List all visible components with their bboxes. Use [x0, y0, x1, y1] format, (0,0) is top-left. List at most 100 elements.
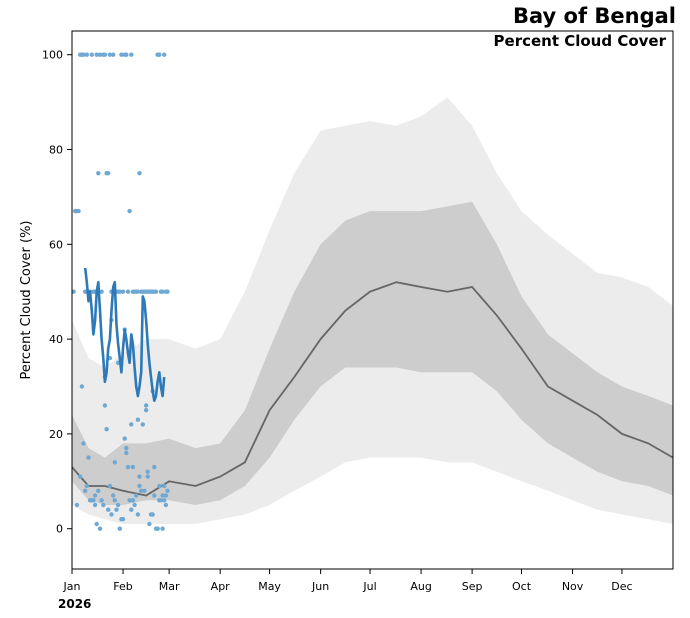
x-tick-label: Aug [410, 580, 431, 593]
y-tick-label: 20 [49, 428, 63, 441]
observation-point [97, 526, 103, 531]
observation-point [137, 483, 142, 489]
observation-point [135, 512, 141, 517]
observation-point [155, 526, 160, 531]
observation-point [102, 403, 108, 408]
x-tick-label: Mar [159, 580, 180, 593]
plot-frame [71, 30, 674, 570]
observation-point [79, 384, 85, 389]
observation-point [91, 498, 96, 503]
observation-point [157, 52, 162, 57]
observation-point [135, 417, 141, 422]
observation-point [76, 208, 81, 214]
observation-point [89, 52, 95, 57]
observation-point [104, 427, 109, 432]
observation-point [165, 488, 170, 493]
x-tick-label: Sep [462, 580, 483, 593]
observation-point [147, 521, 152, 527]
observation-point [117, 526, 123, 531]
observation-point [140, 422, 145, 427]
observation-point [107, 52, 113, 57]
observation-point [99, 289, 104, 294]
year-label: 2026 [58, 597, 92, 611]
chart-title: Bay of Bengal [512, 4, 676, 28]
climatology-median [71, 281, 674, 497]
x-tick-label: Nov [562, 580, 584, 593]
observation-point [84, 52, 90, 57]
observation-point [94, 52, 99, 57]
x-tick-label: Jan [63, 580, 81, 593]
observation-point [137, 171, 142, 176]
observation-point [117, 289, 123, 294]
observation-point [129, 422, 134, 427]
observation-point [158, 498, 164, 503]
observation-point [145, 474, 150, 479]
observation-point [143, 403, 149, 408]
median-line [71, 281, 674, 497]
observation-point [152, 493, 157, 498]
x-tick-label: Oct [512, 580, 532, 593]
observation-point [130, 464, 136, 470]
observation-point [125, 289, 131, 294]
observation-point [143, 408, 149, 413]
observation-point [112, 498, 118, 503]
observation-point [134, 493, 139, 498]
observation-point [106, 507, 111, 512]
observation-point [129, 507, 134, 512]
observation-point [115, 502, 121, 508]
observation-point [92, 502, 98, 508]
observation-point [132, 502, 137, 508]
y-tick-label: 0 [56, 523, 63, 536]
observation-point [84, 483, 90, 489]
observation-point [125, 464, 131, 470]
observation-point [92, 493, 98, 498]
observation-point [130, 498, 136, 503]
x-tick-label: Feb [113, 580, 132, 593]
series-2026 [83, 267, 166, 402]
observation-point [152, 464, 157, 470]
observation-point [139, 488, 144, 493]
observation-point [124, 445, 129, 451]
y-tick-label: 100 [42, 49, 63, 62]
observation-point [160, 526, 165, 531]
band-25-75 [72, 201, 673, 505]
observation-point [122, 436, 127, 441]
x-axis: Jan Feb Mar Apr May Jun Jul Aug Sep Oct Nov Dec [63, 569, 633, 593]
observation-point [129, 52, 134, 57]
observation-point [74, 502, 80, 508]
observation-point [163, 502, 169, 508]
observation-point [81, 441, 86, 446]
observation-point [145, 469, 150, 474]
observation-point [135, 289, 141, 294]
x-tick-label: Jun [311, 580, 329, 593]
observation-point [163, 493, 169, 498]
observation-point [99, 498, 104, 503]
observation-point [96, 488, 101, 493]
y-tick-label: 40 [49, 333, 63, 346]
x-tick-label: May [258, 580, 281, 593]
x-tick-label: Dec [611, 580, 632, 593]
observation-point [127, 208, 132, 214]
observation-point [162, 483, 167, 489]
observation-point [106, 171, 111, 176]
observation-point [162, 52, 167, 57]
observation-point [96, 171, 101, 176]
climatology-bands [72, 97, 673, 525]
observation-point [119, 52, 124, 57]
observation-point [94, 521, 99, 527]
observation-point [86, 455, 91, 460]
observation-point [73, 208, 78, 214]
observation-point [160, 289, 165, 294]
observation-point [120, 289, 126, 294]
observation-point [157, 483, 162, 489]
observation-point [153, 289, 159, 294]
observation-point [97, 52, 103, 57]
observation-point [101, 502, 106, 508]
observation-point [137, 474, 142, 479]
y-axis: 0 20 40 60 80 100 [42, 49, 72, 536]
y-axis-label: Percent Cloud Cover (%) [19, 220, 34, 379]
observation-point [83, 488, 88, 493]
observation-point [112, 460, 118, 465]
observation-point [81, 52, 86, 57]
